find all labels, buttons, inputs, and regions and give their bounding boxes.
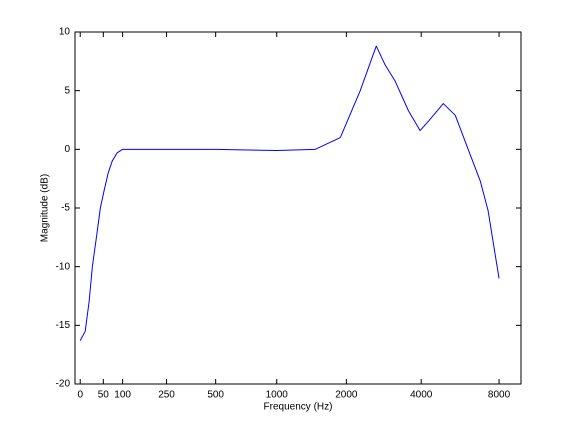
x-tick-label: 100 xyxy=(114,390,131,401)
x-tick-label: 4000 xyxy=(410,390,433,401)
y-tick-label: 5 xyxy=(64,85,70,96)
y-tick-label: -15 xyxy=(56,320,71,331)
x-tick-label: 0 xyxy=(77,390,83,401)
y-tick-label: 0 xyxy=(64,144,70,155)
x-tick-label: 500 xyxy=(207,390,224,401)
y-tick-label: -5 xyxy=(61,203,70,214)
x-tick-label: 250 xyxy=(158,390,175,401)
x-axis-label: Frequency (Hz) xyxy=(264,402,333,413)
y-tick-label: 10 xyxy=(59,27,71,38)
x-tick-label: 8000 xyxy=(488,390,511,401)
line xyxy=(79,45,500,341)
y-tick-label: -20 xyxy=(56,379,71,390)
y-axis-label: Magnitude (dB) xyxy=(40,174,51,242)
x-tick-label: 50 xyxy=(98,390,110,401)
x-tick-label: 1000 xyxy=(266,390,289,401)
y-tick-label: -10 xyxy=(56,261,71,272)
x-tick-label: 2000 xyxy=(335,390,358,401)
